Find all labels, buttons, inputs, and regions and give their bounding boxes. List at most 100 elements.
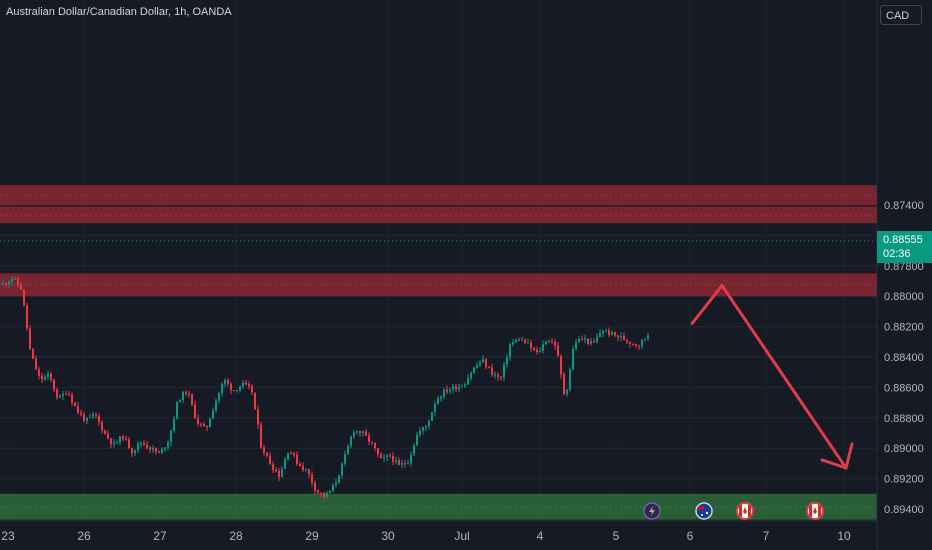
candle-body <box>35 358 37 370</box>
candle-body <box>260 424 262 448</box>
arrow-line <box>690 283 848 470</box>
arrow-head <box>820 442 854 470</box>
candle-body <box>311 474 313 483</box>
candle-body <box>248 384 250 387</box>
candle-body <box>584 338 586 340</box>
candle-body <box>362 431 364 434</box>
candle-body <box>296 454 298 464</box>
currency-button[interactable]: CAD <box>880 5 922 25</box>
candle-body <box>266 452 268 456</box>
candle-body <box>284 459 286 469</box>
candle-body <box>203 423 205 426</box>
candle-body <box>467 378 469 385</box>
candle-body <box>257 409 259 425</box>
candle-body <box>209 418 211 428</box>
candle-body <box>401 463 403 465</box>
candle-body <box>515 339 517 343</box>
candle-body <box>56 389 58 398</box>
symbol-title[interactable]: Australian Dollar/Canadian Dollar, 1h, O… <box>6 6 232 18</box>
australia-flag-icon <box>695 502 713 520</box>
candle-body <box>182 392 184 401</box>
candle-body <box>74 402 76 407</box>
candle-body <box>197 418 199 424</box>
candle-body <box>167 442 169 448</box>
candle-body <box>50 373 52 380</box>
candle-body <box>224 380 226 384</box>
candle-body <box>377 448 379 455</box>
candle-body <box>554 342 556 346</box>
candle-body <box>215 400 217 411</box>
projection-arrow[interactable] <box>690 283 854 470</box>
candle-body <box>341 463 343 476</box>
candle-body <box>98 415 100 422</box>
resistance-zone <box>0 273 877 297</box>
candle-body <box>350 436 352 446</box>
candle-body <box>332 484 334 491</box>
flag-star <box>705 511 709 515</box>
candle-body <box>443 389 445 397</box>
candle-body <box>347 445 349 455</box>
time-scale[interactable]: 23 26 27 28 29 30 Jul 4 5 6 7 10 <box>1 529 851 543</box>
candle-body <box>545 341 547 345</box>
candle-body <box>419 430 421 435</box>
candle-body <box>338 475 340 483</box>
flag-band <box>809 505 812 517</box>
candle-body <box>629 341 631 344</box>
candle-body <box>245 382 247 385</box>
candle-body <box>236 390 238 392</box>
candle-body <box>272 464 274 470</box>
candle-body <box>80 412 82 415</box>
candle-body <box>41 375 43 380</box>
candle-body <box>164 447 166 450</box>
candle-body <box>623 335 625 341</box>
zone-layer <box>0 185 877 520</box>
candle-body <box>485 359 487 367</box>
candle-body <box>68 394 70 396</box>
candle-body <box>86 417 88 421</box>
candle-body <box>230 383 232 391</box>
countdown-timer: 02:36 <box>883 248 911 260</box>
candle-body <box>146 444 148 448</box>
price-scale[interactable]: 0.89400 0.89200 0.89000 0.88800 0.88600 0.884… <box>884 200 924 516</box>
flag-band <box>818 505 821 517</box>
candle-body <box>518 339 520 341</box>
candle-body <box>212 410 214 419</box>
candle-body <box>539 350 541 353</box>
candle-body <box>455 386 457 390</box>
candle-body <box>5 283 7 285</box>
candle-body <box>326 493 328 497</box>
candle-body <box>473 367 475 374</box>
price-label: 0.89400 <box>884 504 924 516</box>
candle-body <box>416 434 418 446</box>
candle-body <box>158 451 160 453</box>
candle-body <box>95 414 97 416</box>
candle-body <box>8 281 10 285</box>
candle-body <box>512 342 514 345</box>
candle-body <box>611 332 613 335</box>
candle-body <box>278 471 280 477</box>
candle-body <box>47 373 49 377</box>
candle-body <box>506 357 508 365</box>
candle-body <box>323 493 325 497</box>
candle-body <box>101 421 103 431</box>
candle-body <box>560 355 562 375</box>
candle-body <box>581 338 583 340</box>
candle-body <box>38 369 40 376</box>
candle-body <box>635 343 637 346</box>
candle-body <box>356 431 358 433</box>
candle-body <box>386 455 388 458</box>
candle-body <box>116 442 118 444</box>
candle-body <box>242 382 244 387</box>
candle-body <box>29 328 31 349</box>
candle-body <box>509 344 511 358</box>
candle-body <box>479 362 481 366</box>
candle-layer <box>2 276 649 500</box>
candle-body <box>383 457 385 459</box>
time-label: 30 <box>381 529 395 543</box>
lightning-icon <box>643 502 661 520</box>
icon-circle <box>695 502 713 520</box>
candle-body <box>191 393 193 405</box>
candle-body <box>557 345 559 356</box>
candle-body <box>374 442 376 449</box>
